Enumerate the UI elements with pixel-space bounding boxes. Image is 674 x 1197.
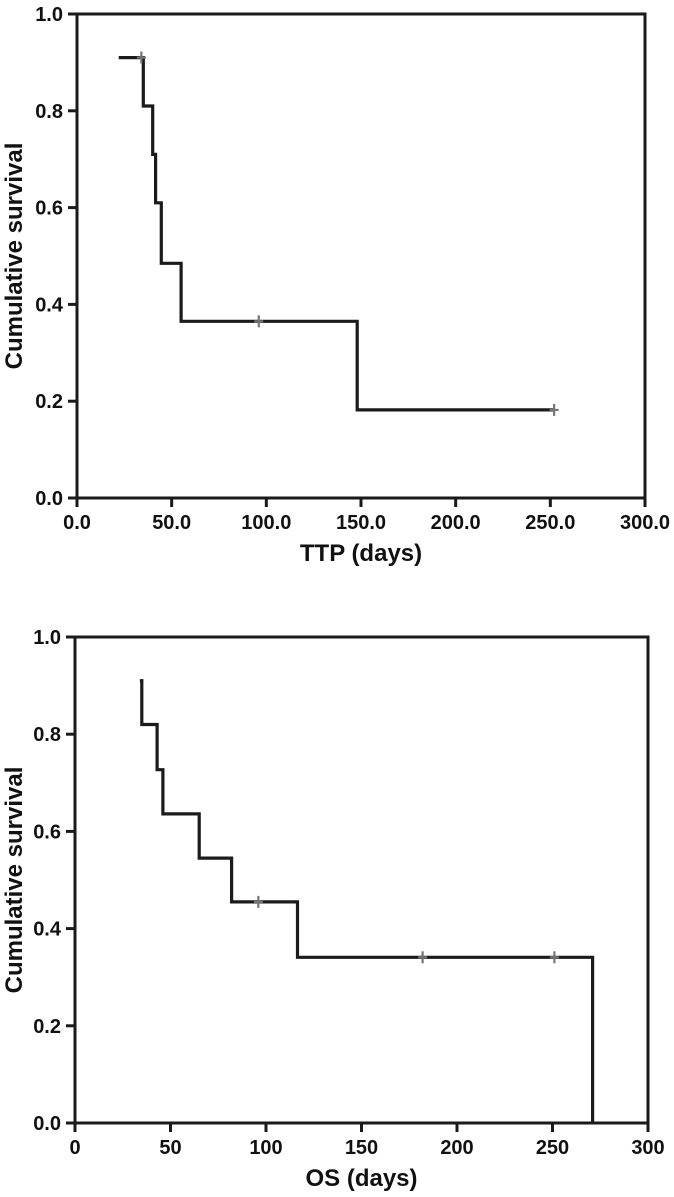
y-axis-title: Cumulative survival <box>1 767 28 994</box>
x-tick-label: 250.0 <box>525 512 575 534</box>
os-chart: 0 50 100 150 200 250 300 0.0 0.2 0.4 0.6 0.8 1.0 OS (… <box>0 598 674 1197</box>
x-tick-label: 200 <box>440 1137 473 1159</box>
x-tick-label: 200.0 <box>431 512 481 534</box>
y-tick-label: 0.4 <box>33 919 62 941</box>
x-tick-label: 150 <box>345 1137 378 1159</box>
y-tick-label: 0.8 <box>35 101 63 123</box>
ttp-chart: 0.0 50.0 100.0 150.0 200.0 250.0 300.0 0.0 0.2 0.… <box>0 0 674 598</box>
y-tick-label: 1.0 <box>33 627 61 649</box>
y-tick-label: 0.0 <box>35 488 63 510</box>
x-axis-title: OS (days) <box>305 1165 417 1192</box>
x-tick-label: 150.0 <box>336 512 386 534</box>
x-tick-label: 50.0 <box>152 512 191 534</box>
x-tick-label: 0 <box>69 1137 80 1159</box>
y-tick-label: 0.2 <box>33 1016 61 1038</box>
y-tick-label: 0.6 <box>33 821 61 843</box>
x-tick-label: 0.0 <box>63 512 91 534</box>
x-tick-label: 300 <box>631 1137 664 1159</box>
x-tick-label: 50 <box>159 1137 181 1159</box>
plot-frame <box>73 635 650 1125</box>
x-tick-label: 100.0 <box>241 512 291 534</box>
y-axis-title: Cumulative survival <box>1 143 28 370</box>
x-tick-label: 100 <box>249 1137 282 1159</box>
y-tick-label: 0.0 <box>33 1113 61 1135</box>
x-tick-label: 250 <box>536 1137 569 1159</box>
y-tick-label: 0.8 <box>33 724 61 746</box>
y-tick-label: 1.0 <box>35 4 63 26</box>
ttp-chart-svg: 0.0 50.0 100.0 150.0 200.0 250.0 300.0 0.0 0.2 0.… <box>1 4 670 567</box>
x-axis-title: TTP (days) <box>300 540 422 567</box>
survival-step-curve <box>118 56 555 412</box>
survival-step-curve <box>139 679 595 1123</box>
y-tick-label: 0.2 <box>35 391 63 413</box>
x-tick-label: 300.0 <box>620 512 670 534</box>
y-tick-label: 0.4 <box>35 294 64 316</box>
os-chart-svg: 0 50 100 150 200 250 300 0.0 0.2 0.4 0.6 0.8 1.0 OS (… <box>1 627 665 1192</box>
y-tick-label: 0.6 <box>35 198 63 220</box>
